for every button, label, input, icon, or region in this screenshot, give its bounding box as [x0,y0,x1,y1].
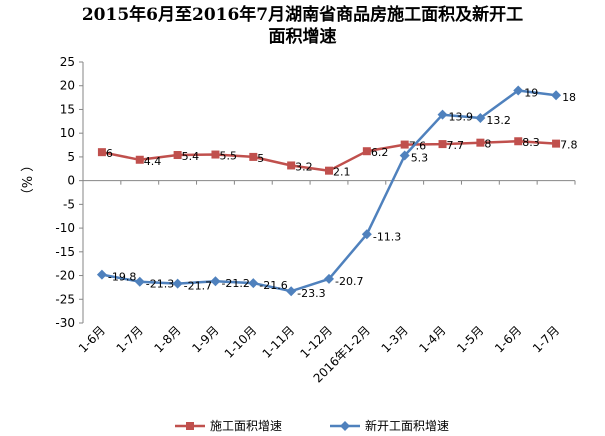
y-tick-label: 10 [60,126,75,140]
legend-marker-square [186,422,194,430]
data-point-diamond [551,90,562,101]
data-label: 7.6 [409,140,427,153]
data-point-square [249,152,258,161]
y-tick-label: -10 [55,221,75,235]
data-point-square [287,161,296,170]
x-tick-label: 1-6月 [492,323,524,355]
data-point-square [362,147,371,156]
y-tick-label: 20 [60,79,75,93]
data-label: 13.9 [449,111,474,124]
x-tick-label: 1-3月 [379,323,411,355]
legend-label-1: 施工面积增速 [210,419,282,433]
data-point-diamond [134,276,145,287]
data-point-square [514,137,523,146]
x-tick-label: 1-11月 [260,323,298,361]
data-label: 8.3 [522,136,540,149]
data-label: 7.8 [560,139,578,152]
y-tick-label: -20 [55,269,75,283]
data-point-square [97,148,106,157]
data-label: 5.4 [182,150,200,163]
data-label: -11.3 [373,230,401,243]
data-point-square [135,155,144,164]
data-point-diamond [437,109,448,120]
y-tick-label: -25 [55,292,75,306]
data-point-square [211,150,220,159]
data-label: 4.4 [144,155,162,168]
data-label: 5.5 [219,150,237,163]
data-label: 6 [106,147,113,160]
data-label: 6.2 [371,146,389,159]
y-tick-label: -15 [55,245,75,259]
x-tick-label: 1-9月 [189,323,221,355]
y-axis-title: （ %） [18,159,33,202]
x-tick-label: 1-6月 [76,323,108,355]
data-point-diamond [324,273,334,284]
chart-title-block: 2015年6月至2016年7月湖南省商品房施工面积及新开工 面积增速 [0,4,605,48]
data-label: 8 [484,138,491,151]
data-label: 7.7 [447,139,465,152]
legend-label-2: 新开工面积增速 [365,418,449,433]
data-label: -23.3 [297,287,325,300]
x-tick-label: 1-12月 [297,323,335,361]
data-point-diamond [361,229,372,240]
y-tick-label: 5 [67,150,75,164]
y-tick-label: -30 [55,316,75,330]
legend-marker-diamond [340,421,350,431]
data-point-square [400,140,409,149]
data-label: -21.6 [259,279,287,292]
data-point-diamond [286,286,297,297]
data-point-diamond [399,150,410,161]
data-label: 18 [562,91,576,104]
y-tick-label: -5 [63,197,75,211]
data-point-diamond [210,276,221,287]
data-point-square [552,139,561,148]
data-label: 2.1 [333,166,351,179]
data-label: -21.2 [221,277,249,290]
chart-subtitle: 面积增速 [268,27,337,47]
data-point-square [325,166,333,175]
x-tick-label: 1-10月 [222,323,260,361]
data-label: 5 [257,152,264,165]
data-point-diamond [96,269,107,280]
x-tick-label: 1-7月 [530,323,562,355]
data-point-diamond [513,85,524,96]
data-label: -19.8 [108,271,136,284]
data-point-square [438,140,447,149]
data-point-square [173,151,182,160]
x-tick-label: 1-5月 [454,323,486,355]
data-label: -21.3 [146,278,174,291]
data-label: -21.7 [184,280,212,293]
data-point-square [476,138,485,147]
chart-title: 2015年6月至2016年7月湖南省商品房施工面积及新开工 [81,5,524,25]
data-label: -20.7 [335,275,363,288]
data-label: 19 [524,86,538,99]
data-point-diamond [172,278,183,289]
data-label: 3.2 [295,160,313,173]
x-tick-label: 1-7月 [114,323,146,355]
data-point-diamond [475,112,486,123]
x-tick-label: 1-4月 [416,323,448,355]
x-tick-label: 1-8月 [151,323,183,355]
y-tick-label: 0 [67,174,75,188]
y-tick-label: 15 [60,102,75,116]
data-point-diamond [248,278,259,289]
data-label: 13.2 [486,114,511,127]
data-label: 5.3 [411,151,429,164]
y-tick-label: 25 [60,55,75,69]
